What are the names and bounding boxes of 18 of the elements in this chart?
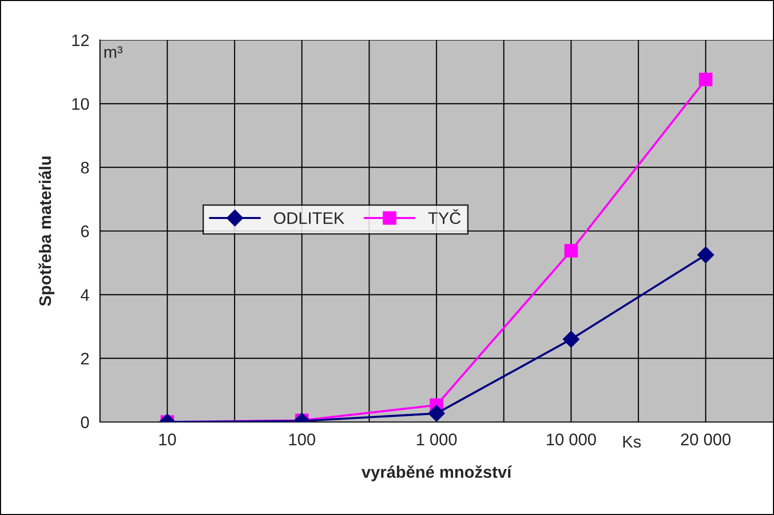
legend-label: ODLITEK (274, 212, 344, 224)
y-axis-title: Spotřeba materiálu (38, 156, 54, 306)
x-tick-label: 1 000 (416, 434, 457, 446)
x-tick-label: 100 (289, 434, 316, 446)
y-tick-label: 0 (80, 416, 89, 428)
text: Ks (623, 436, 641, 448)
x-axis-title: vyráběné množství (362, 465, 512, 482)
y-tick-label: 8 (81, 162, 89, 174)
x-tick-label: 20 000 (681, 434, 731, 446)
annotation: m³ (104, 46, 122, 58)
x-tick-label: 10 000 (546, 434, 596, 446)
x-tick-label: 10 (159, 434, 176, 446)
y-tick-label: 12 (72, 34, 89, 46)
y-tick-label: 4 (80, 289, 90, 301)
y-tick-label: 10 (72, 98, 89, 110)
y-tick-label: 2 (81, 352, 89, 364)
legend-label: TYČ (428, 209, 461, 224)
y-tick-label: 6 (81, 225, 89, 238)
